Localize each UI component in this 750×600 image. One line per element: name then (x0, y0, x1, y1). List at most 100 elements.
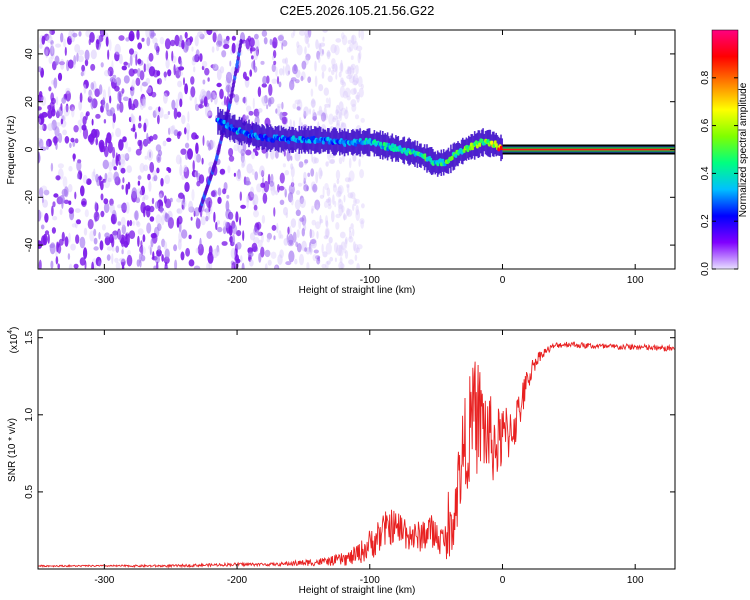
noise-speckle (353, 40, 359, 51)
noise-speckle (184, 127, 187, 135)
noise-speckle (296, 44, 303, 56)
noise-speckle (38, 66, 42, 73)
noise-speckle (322, 30, 328, 33)
noise-speckle (190, 86, 196, 98)
noise-speckle (107, 171, 113, 183)
noise-speckle (294, 99, 301, 105)
noise-speckle (297, 182, 303, 187)
noise-speckle (358, 50, 362, 60)
figure-title: C2E5.2026.105.21.56.G22 (280, 3, 435, 18)
noise-speckle (155, 214, 162, 225)
noise-speckle (137, 122, 142, 129)
noise-speckle (99, 174, 102, 187)
noise-speckle (184, 83, 189, 95)
snr-multiplier-close: ) (9, 327, 20, 330)
noise-speckle (121, 88, 125, 94)
noise-speckle (267, 97, 272, 107)
noise-speckle (228, 155, 235, 162)
noise-speckle (193, 66, 196, 73)
noise-speckle (232, 224, 238, 235)
noise-speckle (146, 207, 151, 218)
noise-speckle (44, 230, 50, 235)
noise-speckle (89, 32, 95, 43)
noise-speckle (38, 151, 41, 163)
noise-speckle (348, 236, 354, 243)
noise-speckle (195, 49, 200, 58)
noise-speckle (355, 209, 361, 222)
noise-speckle (223, 95, 227, 106)
noise-speckle (121, 249, 124, 255)
y-tick-label: 1.0 (24, 407, 35, 421)
noise-speckle (138, 253, 142, 264)
noise-speckle (154, 254, 160, 264)
noise-speckle (49, 30, 55, 35)
noise-speckle (350, 55, 354, 60)
noise-speckle (56, 96, 59, 106)
noise-speckle (307, 76, 312, 83)
noise-speckle (57, 163, 64, 169)
noise-speckle (198, 104, 204, 109)
noise-speckle (344, 87, 351, 98)
noise-speckle (167, 167, 172, 173)
noise-speckle (325, 161, 329, 167)
noise-speckle (212, 248, 219, 259)
noise-speckle (148, 180, 152, 192)
noise-speckle (300, 75, 304, 82)
noise-speckle (142, 96, 146, 107)
noise-speckle (184, 142, 190, 149)
signal-band (249, 123, 251, 144)
noise-speckle (43, 46, 50, 56)
noise-speckle (272, 37, 278, 49)
noise-speckle (49, 243, 55, 249)
noise-speckle (309, 228, 312, 239)
noise-speckle (346, 46, 352, 53)
noise-speckle (194, 134, 199, 140)
noise-speckle (157, 245, 161, 252)
noise-speckle (355, 45, 363, 52)
noise-speckle (258, 239, 263, 248)
noise-speckle (149, 216, 155, 222)
noise-speckle (333, 183, 337, 188)
noise-speckle (103, 198, 109, 205)
noise-speckle (146, 132, 149, 144)
noise-speckle (336, 178, 340, 185)
noise-speckle (281, 101, 284, 110)
noise-speckle (319, 42, 326, 47)
noise-speckle (64, 46, 67, 57)
noise-speckle (110, 213, 116, 225)
noise-speckle (291, 176, 294, 186)
noise-speckle (196, 217, 199, 226)
noise-speckle (251, 151, 256, 160)
noise-speckle (72, 153, 76, 162)
noise-speckle (84, 49, 90, 61)
noise-speckle (138, 115, 142, 122)
noise-speckle (354, 198, 360, 204)
signal-core (478, 142, 482, 147)
noise-speckle (358, 87, 364, 98)
noise-speckle (276, 103, 283, 109)
noise-speckle (180, 148, 187, 155)
noise-speckle (335, 73, 338, 80)
noise-speckle (115, 245, 120, 253)
noise-speckle (134, 210, 139, 221)
noise-speckle (331, 58, 336, 66)
noise-speckle (41, 35, 46, 45)
noise-speckle (199, 237, 202, 250)
noise-speckle (292, 103, 297, 109)
noise-speckle (274, 264, 280, 269)
noise-speckle (128, 30, 135, 42)
noise-speckle (233, 172, 236, 177)
noise-speckle (253, 226, 259, 236)
noise-speckle (137, 42, 143, 50)
noise-speckle (344, 238, 348, 249)
noise-speckle (143, 63, 146, 73)
noise-speckle (324, 200, 328, 209)
noise-speckle (112, 113, 116, 123)
noise-speckle (347, 65, 351, 72)
noise-speckle (201, 65, 205, 71)
noise-speckle (311, 98, 316, 109)
noise-speckle (50, 40, 54, 45)
colorbar-ticks: 0.0 0.2 0.4 0.6 0.8 (700, 70, 738, 276)
noise-speckle (190, 216, 193, 221)
snr-frame (37, 329, 676, 570)
